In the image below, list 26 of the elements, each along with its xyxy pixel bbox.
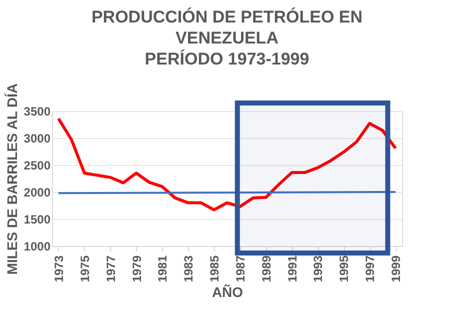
y-axis-title: MILES DE BARRILES AL DÍA [4, 83, 20, 275]
x-tick-label: 1981 [156, 255, 170, 282]
x-tick-label: 1975 [78, 255, 92, 282]
x-tick-label: 1983 [182, 255, 196, 282]
y-tick-label: 1000 [24, 240, 51, 254]
x-tick-label: 1993 [311, 255, 326, 282]
x-tick-label: 1973 [52, 255, 66, 282]
y-tick-label: 2000 [24, 186, 51, 200]
y-tick-label: 1500 [24, 212, 51, 226]
y-tick-label: 2500 [24, 158, 51, 172]
y-tick-label: 3000 [24, 132, 51, 146]
x-tick-label: 1985 [208, 255, 222, 282]
x-tick-label: 1987 [233, 255, 248, 282]
line-series [56, 117, 398, 212]
x-tick-label: 1999 [389, 255, 404, 282]
text: PRODUCCIÓN DE PETRÓLEO EN [91, 7, 363, 26]
x-tick-label: 1991 [285, 255, 300, 282]
y-tick-label: 3500 [24, 104, 51, 118]
x-tick-label: 1979 [130, 255, 144, 282]
x-tick-label: 1989 [259, 255, 274, 282]
x-axis-title: AÑO [212, 284, 244, 300]
text: PERÍODO 1973-1999 [144, 49, 310, 68]
x-tick-label: 1995 [337, 255, 352, 282]
x-tick-label: 1997 [363, 255, 378, 282]
text: VENEZUELA [176, 28, 278, 48]
x-tick-label: 1977 [104, 255, 118, 282]
